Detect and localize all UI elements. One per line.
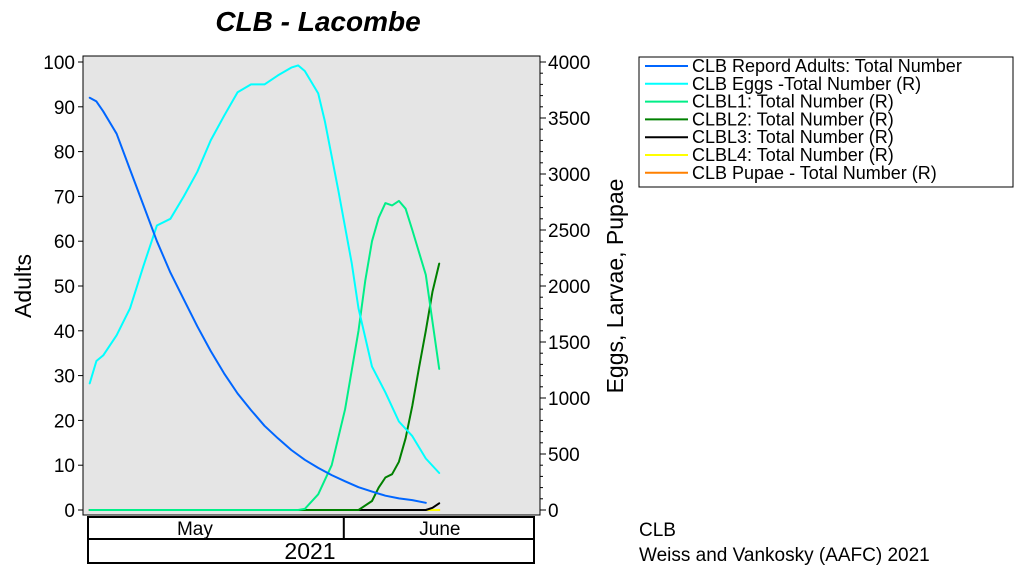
y-tick-label: 50 bbox=[54, 277, 75, 298]
legend-entry: CLBL2: Total Number (R) bbox=[692, 109, 894, 129]
legend-entry: CLB Repord Adults: Total Number bbox=[692, 56, 962, 76]
y2-tick-label: 3000 bbox=[548, 165, 590, 186]
legend-entry: CLBL3: Total Number (R) bbox=[692, 127, 894, 147]
y-tick-label: 30 bbox=[54, 367, 75, 388]
y2-tick-label: 2000 bbox=[548, 277, 590, 298]
y-tick-label: 70 bbox=[54, 187, 75, 208]
legend-entry: CLB Eggs -Total Number (R) bbox=[692, 74, 921, 94]
credit-line-2: Weiss and Vankosky (AAFC) 2021 bbox=[639, 545, 930, 566]
series-line-4 bbox=[88, 262, 441, 511]
series-layer bbox=[88, 64, 441, 511]
y-tick-label: 80 bbox=[54, 143, 75, 164]
y-tick-label: 0 bbox=[64, 501, 75, 522]
y2-tick-label: 500 bbox=[548, 445, 580, 466]
y2-axis-title: Eggs, Larvae, Pupae bbox=[602, 179, 628, 394]
y-tick-label: 90 bbox=[54, 98, 75, 119]
month-band bbox=[87, 516, 535, 540]
y-tick-label: 60 bbox=[54, 232, 75, 253]
month-axis: May June 2021 bbox=[87, 516, 535, 564]
chart-title: CLB - Lacombe bbox=[215, 6, 420, 37]
series-line-1 bbox=[88, 96, 427, 504]
year-band bbox=[87, 538, 535, 564]
year-label: 2021 bbox=[284, 538, 335, 564]
y2-tick-label: 1000 bbox=[548, 389, 590, 410]
month-label: May bbox=[177, 519, 213, 540]
legend-entry: CLB Pupae - Total Number (R) bbox=[692, 163, 937, 183]
y-tick-label: 10 bbox=[54, 456, 75, 477]
y-tick-label: 40 bbox=[54, 322, 75, 343]
y2-tick-label: 4000 bbox=[548, 53, 590, 74]
y2-tick-label: 1500 bbox=[548, 333, 590, 354]
legend-entry: CLBL1: Total Number (R) bbox=[692, 92, 894, 112]
series-line-2 bbox=[88, 64, 441, 474]
series-line-3 bbox=[88, 199, 441, 511]
left-axis: 0 10 20 30 40 50 60 70 80 90 100 bbox=[43, 53, 84, 522]
month-label: June bbox=[419, 519, 460, 540]
y2-tick-label: 0 bbox=[548, 501, 559, 522]
y2-tick-label: 3500 bbox=[548, 109, 590, 130]
y-tick-label: 100 bbox=[43, 53, 75, 74]
legend-entry: CLBL4: Total Number (R) bbox=[692, 145, 894, 165]
y-tick-label: 20 bbox=[54, 411, 75, 432]
y-axis-title: Adults bbox=[10, 254, 36, 318]
credit-line-1: CLB bbox=[639, 520, 676, 541]
y2-tick-label: 2500 bbox=[548, 221, 590, 242]
right-axis: 0 500 1000 1500 2000 2500 3000 3500 4000 bbox=[539, 53, 590, 522]
plot-area bbox=[82, 55, 541, 516]
legend-box bbox=[638, 56, 1014, 188]
